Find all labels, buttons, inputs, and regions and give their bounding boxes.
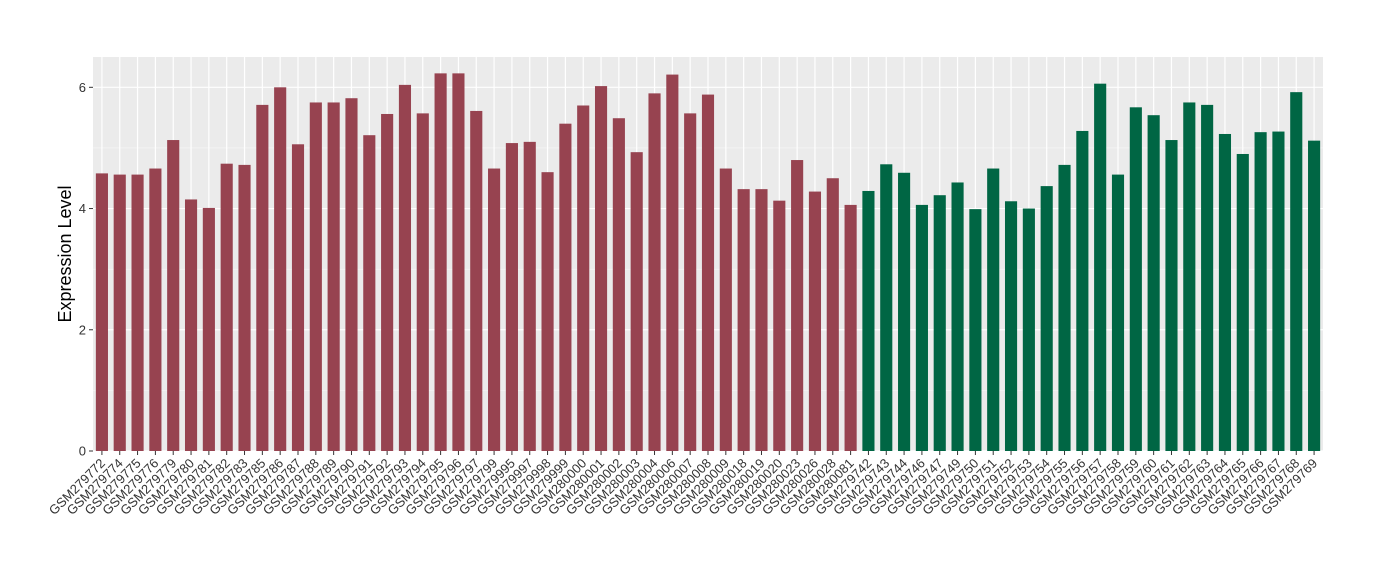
bar-GSM279776 — [149, 168, 162, 452]
bar-GSM279997 — [523, 141, 536, 451]
bar-GSM279785 — [256, 104, 269, 451]
bar-GSM279774 — [113, 174, 126, 451]
bar-GSM279749 — [951, 182, 964, 451]
bar-GSM280028 — [826, 178, 839, 451]
bar-GSM279995 — [505, 143, 518, 451]
bar-GSM279757 — [1094, 83, 1107, 451]
bar-GSM279754 — [1040, 186, 1053, 451]
bar-GSM280007 — [684, 113, 697, 451]
bar-GSM279998 — [541, 172, 554, 451]
bar-GSM279790 — [345, 98, 358, 452]
bar-GSM279746 — [915, 204, 928, 451]
bar-GSM280000 — [577, 105, 590, 451]
bar-GSM279791 — [363, 135, 376, 451]
y-tick-label: 4 — [79, 201, 86, 216]
bar-GSM279783 — [238, 164, 251, 451]
bar-GSM279764 — [1218, 133, 1232, 451]
bar-GSM279753 — [1022, 208, 1035, 451]
bar-GSM279788 — [309, 102, 322, 451]
bar-GSM280020 — [773, 200, 786, 451]
bar-GSM279765 — [1236, 153, 1249, 451]
bar-GSM279795 — [434, 73, 447, 452]
y-axis: 0 2 4 6 — [79, 80, 93, 459]
bar-GSM279792 — [381, 113, 394, 452]
bar-GSM279799 — [488, 168, 501, 452]
bar-GSM279797 — [470, 110, 483, 451]
bar-GSM279742 — [862, 190, 875, 451]
bar-GSM279775 — [131, 174, 144, 451]
bar-GSM279769 — [1308, 140, 1321, 451]
bar-GSM279779 — [167, 140, 180, 451]
bar-GSM279787 — [291, 144, 305, 452]
bar-GSM280006 — [666, 74, 679, 451]
bar-GSM280003 — [630, 152, 643, 452]
bar-GSM279756 — [1076, 130, 1089, 451]
bar-GSM280008 — [701, 94, 715, 451]
bar-GSM279758 — [1111, 174, 1125, 451]
bar-GSM279786 — [274, 87, 287, 452]
bar-GSM280026 — [808, 191, 822, 451]
bar-GSM279755 — [1058, 164, 1071, 451]
bar-GSM279744 — [898, 172, 911, 451]
bar-GSM279794 — [416, 113, 429, 451]
bar-GSM279766 — [1254, 132, 1267, 451]
bar-GSM279999 — [559, 123, 572, 451]
bar-GSM279789 — [327, 102, 340, 451]
bar-GSM279762 — [1183, 102, 1196, 451]
bar-GSM279747 — [933, 195, 946, 451]
bar-GSM279768 — [1290, 92, 1303, 451]
bar-GSM280018 — [737, 189, 750, 451]
bar-GSM280009 — [719, 168, 732, 452]
y-tick-label: 6 — [79, 80, 86, 95]
bar-GSM279760 — [1147, 115, 1160, 452]
bar-GSM280002 — [612, 118, 625, 452]
bar-GSM279793 — [398, 84, 412, 451]
y-axis-title: Expression Level — [55, 185, 75, 322]
bar-GSM280001 — [594, 86, 608, 451]
bar-GSM279743 — [880, 164, 893, 451]
bars — [95, 73, 1321, 452]
bar-GSM280023 — [791, 160, 804, 452]
bar-GSM280081 — [844, 204, 857, 451]
bar-GSM279767 — [1272, 131, 1285, 451]
bar-GSM279761 — [1165, 140, 1178, 451]
bar-GSM280004 — [648, 93, 661, 451]
bar-GSM279780 — [184, 199, 198, 451]
bar-GSM279751 — [987, 168, 1000, 452]
bar-GSM279759 — [1129, 107, 1142, 452]
bar-GSM279750 — [969, 209, 982, 451]
y-tick-label: 2 — [79, 322, 86, 337]
bar-GSM279772 — [95, 173, 108, 452]
bar-GSM279796 — [452, 73, 465, 452]
y-tick-label: 0 — [79, 444, 86, 459]
bar-GSM279752 — [1004, 201, 1018, 451]
bar-GSM279782 — [220, 163, 233, 451]
x-axis: GSM279772GSM279774GSM279775GSM279776GSM2… — [46, 451, 1320, 518]
bar-GSM279781 — [202, 207, 215, 451]
bar-GSM280019 — [755, 189, 768, 451]
bar-GSM279763 — [1201, 104, 1214, 451]
